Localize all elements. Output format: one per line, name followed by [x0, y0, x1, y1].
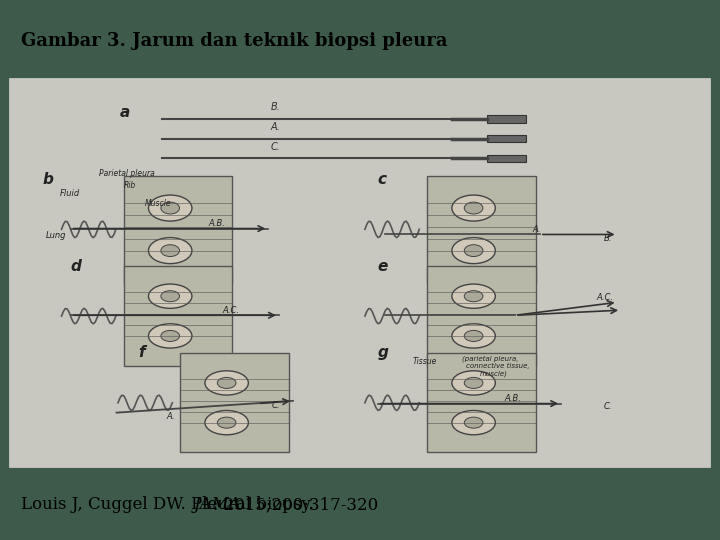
- Text: A.: A.: [533, 225, 541, 234]
- Ellipse shape: [464, 377, 483, 388]
- Text: A.B.: A.B.: [208, 219, 225, 228]
- Text: A.C.: A.C.: [222, 306, 240, 315]
- Bar: [427, 353, 536, 453]
- Ellipse shape: [161, 245, 179, 256]
- Ellipse shape: [464, 330, 483, 341]
- Ellipse shape: [161, 202, 179, 214]
- Text: Tissue: Tissue: [413, 357, 437, 366]
- Ellipse shape: [148, 238, 192, 264]
- Ellipse shape: [464, 245, 483, 256]
- Ellipse shape: [205, 371, 248, 395]
- Bar: [124, 266, 233, 366]
- Bar: [487, 135, 526, 142]
- Ellipse shape: [217, 377, 236, 388]
- Text: (parietal pleura,: (parietal pleura,: [462, 355, 519, 362]
- Text: b: b: [42, 172, 53, 187]
- Bar: [180, 353, 289, 453]
- Bar: [427, 176, 536, 282]
- Ellipse shape: [452, 195, 495, 221]
- Text: Parietal pleura: Parietal pleura: [99, 169, 155, 178]
- Text: a: a: [120, 105, 130, 120]
- Text: Fluid: Fluid: [60, 189, 81, 198]
- Ellipse shape: [452, 284, 495, 308]
- Text: c: c: [377, 172, 387, 187]
- Text: A.C.: A.C.: [596, 293, 613, 302]
- Text: g: g: [377, 346, 389, 361]
- Text: . 2015;200:317-320: . 2015;200:317-320: [213, 496, 379, 514]
- Text: C.: C.: [271, 401, 280, 409]
- Text: B.: B.: [603, 234, 612, 243]
- Text: muscle): muscle): [480, 371, 508, 377]
- Bar: [427, 266, 536, 366]
- Ellipse shape: [148, 284, 192, 308]
- Ellipse shape: [161, 291, 179, 302]
- Ellipse shape: [464, 202, 483, 214]
- Text: A.: A.: [166, 413, 174, 421]
- Ellipse shape: [217, 417, 236, 428]
- Text: Louis J, Cuggel DW. Pleural biopsy.: Louis J, Cuggel DW. Pleural biopsy.: [22, 496, 320, 514]
- Bar: [487, 155, 526, 162]
- Ellipse shape: [148, 324, 192, 348]
- Ellipse shape: [161, 330, 179, 341]
- Text: Rib: Rib: [124, 181, 136, 190]
- Ellipse shape: [148, 195, 192, 221]
- Ellipse shape: [452, 324, 495, 348]
- Text: Lung: Lung: [46, 231, 66, 240]
- Text: JAMA: JAMA: [194, 496, 242, 514]
- Ellipse shape: [464, 291, 483, 302]
- Text: B.: B.: [271, 102, 280, 112]
- Text: A.B.: A.B.: [505, 394, 521, 403]
- Text: Gambar 3. Jarum dan teknik biopsi pleura: Gambar 3. Jarum dan teknik biopsi pleura: [22, 31, 448, 50]
- Ellipse shape: [452, 238, 495, 264]
- Text: C.: C.: [271, 141, 280, 152]
- Ellipse shape: [452, 410, 495, 435]
- Text: e: e: [377, 259, 388, 274]
- FancyBboxPatch shape: [7, 76, 713, 470]
- Text: Muscle: Muscle: [145, 199, 171, 208]
- Text: A.: A.: [271, 122, 280, 132]
- Bar: [124, 176, 233, 282]
- Ellipse shape: [464, 417, 483, 428]
- Text: connective tissue,: connective tissue,: [466, 363, 529, 369]
- Text: d: d: [71, 259, 81, 274]
- Text: f: f: [138, 346, 145, 361]
- Ellipse shape: [452, 371, 495, 395]
- Text: C.: C.: [603, 402, 612, 411]
- Ellipse shape: [205, 410, 248, 435]
- Bar: [487, 116, 526, 123]
